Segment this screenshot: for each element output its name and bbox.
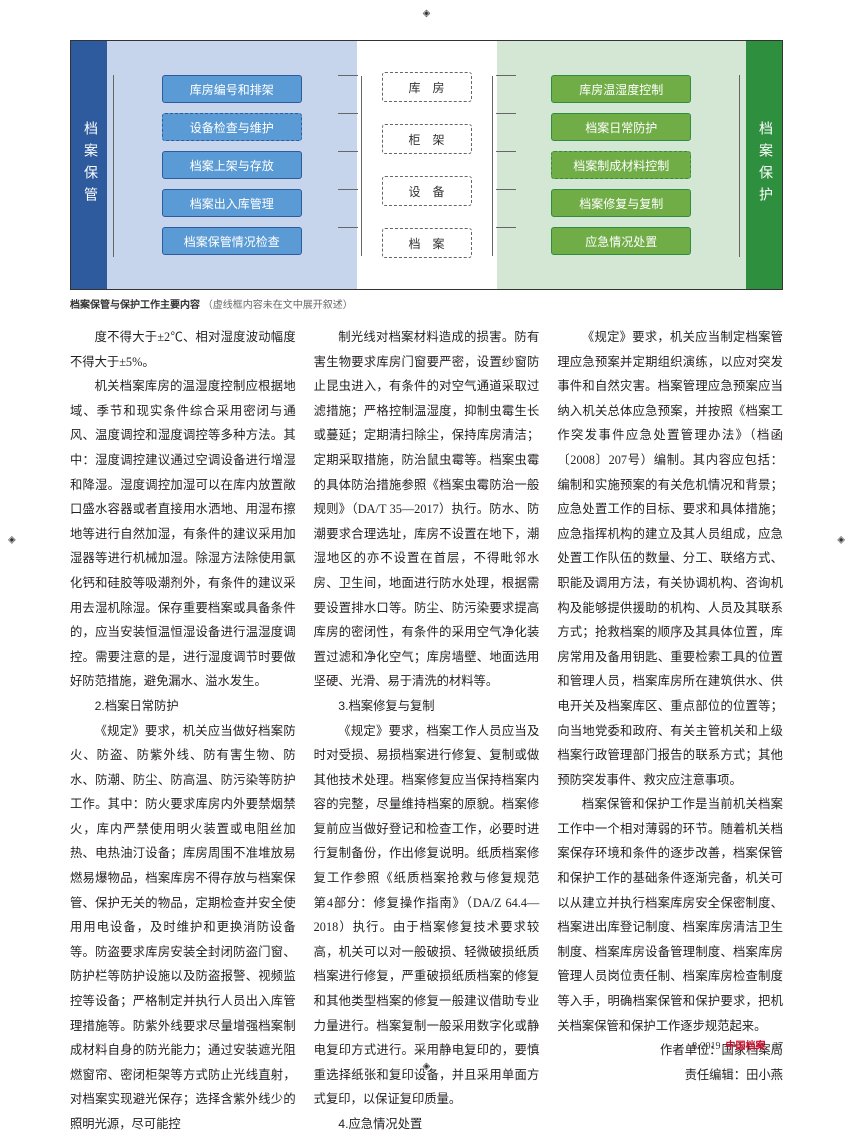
body-paragraph: 机关档案库房的温湿度控制应根据地域、季节和现实条件综合采用密闭与通风、温度调控和… [70, 374, 296, 694]
article-body: 度不得大于±2℃、相对湿度波动幅度不得大于±5%。机关档案库房的温湿度控制应根据… [70, 325, 783, 1137]
section-heading: 4.应急情况处置 [314, 1112, 540, 1137]
right-node-1: 档案日常防护 [551, 113, 691, 141]
crop-mark-left: ◈ [8, 535, 16, 546]
diagram-right-label: 档案保护 [746, 41, 782, 289]
flow-diagram: 档案保管 库房编号和排架 设备检查与维护 档案上架与存放 档案出入库管理 档案保… [70, 40, 783, 290]
left-node-0: 库房编号和排架 [162, 75, 302, 103]
section-heading: 2.档案日常防护 [70, 694, 296, 719]
left-node-1: 设备检查与维护 [162, 113, 302, 141]
right-node-2: 档案制成材料控制 [551, 151, 691, 179]
mid-node-0: 库 房 [382, 72, 472, 102]
footer-issue: 8 [692, 1041, 697, 1052]
diagram-right-column: 库房温湿度控制 档案日常防护 档案制成材料控制 档案修复与复制 应急情况处置 [497, 41, 747, 289]
right-node-0: 库房温湿度控制 [551, 75, 691, 103]
body-paragraph: 档案保管和保护工作是当前机关档案工作中一个相对薄弱的环节。随着机关档案保存环境和… [557, 792, 783, 1038]
caption-note: （虚线框内容未在文中展开叙述） [203, 300, 353, 311]
right-node-3: 档案修复与复制 [551, 189, 691, 217]
left-node-4: 档案保管情况检查 [162, 227, 302, 255]
crop-mark-top: ◈ [423, 8, 431, 19]
crop-mark-right: ◈ [837, 535, 845, 546]
diagram-left-column: 库房编号和排架 设备检查与维护 档案上架与存放 档案出入库管理 档案保管情况检查 [107, 41, 357, 289]
left-node-3: 档案出入库管理 [162, 189, 302, 217]
body-paragraph: 《规定》要求，机关应当做好档案防火、防盗、防紫外线、防有害生物、防水、防潮、防尘… [70, 719, 296, 1137]
body-paragraph: 《规定》要求，档案工作人员应当及时对受损、易损档案进行修复、复制或做其他技术处理… [314, 719, 540, 1113]
diagram-caption: 档案保管与保护工作主要内容 （虚线框内容未在文中展开叙述） [70, 296, 783, 311]
mid-node-3: 档 案 [382, 228, 472, 258]
right-node-4: 应急情况处置 [551, 227, 691, 255]
mid-node-2: 设 备 [382, 176, 472, 206]
body-paragraph: 制光线对档案材料造成的损害。防有害生物要求库房门窗要严密，设置纱窗防止昆虫进入，… [314, 325, 540, 694]
crop-mark-bottom: ◈ [423, 1061, 431, 1072]
body-paragraph: 度不得大于±2℃、相对湿度波动幅度不得大于±5%。 [70, 325, 296, 374]
diagram-mid-column: 库 房 柜 架 设 备 档 案 [357, 41, 497, 289]
diagram-left-label: 档案保管 [71, 41, 107, 289]
body-paragraph: 《规定》要求，机关应当制定档案管理应急预案并定期组织演练，以应对突发事件和自然灾… [557, 325, 783, 792]
credit-line: 责任编辑：田小燕 [557, 1063, 783, 1088]
diagram-container: 档案保管 库房编号和排架 设备检查与维护 档案上架与存放 档案出入库管理 档案保… [70, 40, 783, 311]
footer-page: 37 [773, 1041, 783, 1052]
mid-node-1: 柜 架 [382, 124, 472, 154]
footer-year: 2019 [701, 1041, 721, 1052]
footer-mag: 中国档案 [726, 1041, 766, 1052]
section-heading: 3.档案修复与复制 [314, 694, 540, 719]
caption-bold: 档案保管与保护工作主要内容 [70, 300, 200, 311]
page-footer: 8·2019 中国档案 37 [692, 1037, 783, 1052]
left-node-2: 档案上架与存放 [162, 151, 302, 179]
